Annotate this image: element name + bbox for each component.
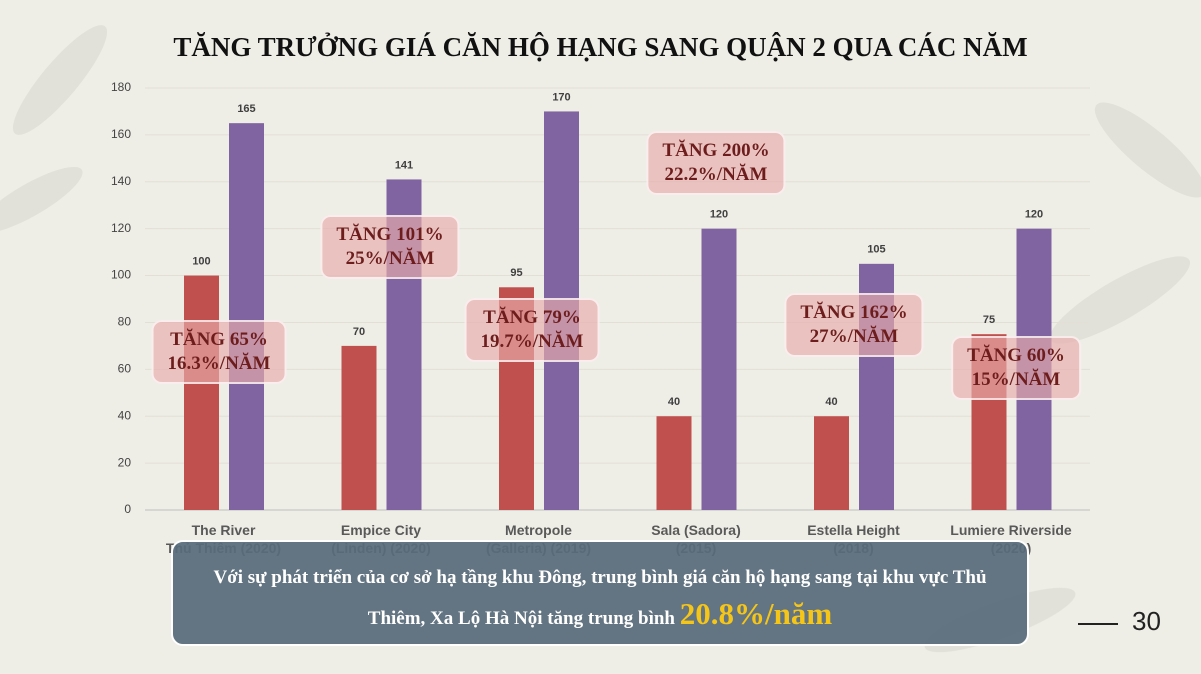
bar xyxy=(701,228,737,510)
annotation: TĂNG 65% 16.3%/NĂM xyxy=(151,320,287,384)
summary-highlight: 20.8%/năm xyxy=(679,596,833,631)
value-label: 170 xyxy=(552,91,570,103)
y-tick-label: 180 xyxy=(111,80,131,94)
y-tick-label: 0 xyxy=(124,502,131,516)
value-label: 100 xyxy=(192,255,210,267)
y-tick-label: 40 xyxy=(118,408,132,422)
bar xyxy=(814,416,849,510)
y-tick-label: 160 xyxy=(111,127,131,141)
chart-title: TĂNG TRƯỞNG GIÁ CĂN HỘ HẠNG SANG QUẬN 2 … xyxy=(173,32,1028,62)
summary-box: Với sự phát triển của cơ sở hạ tầng khu … xyxy=(171,540,1029,646)
bar xyxy=(656,416,692,510)
annotation: TĂNG 79% 19.7%/NĂM xyxy=(464,298,600,362)
value-label: 40 xyxy=(825,396,837,408)
bar xyxy=(229,123,264,511)
value-label: 141 xyxy=(395,159,413,171)
value-label: 75 xyxy=(983,314,995,326)
value-label: 165 xyxy=(237,103,255,115)
bar xyxy=(341,345,377,510)
value-label: 105 xyxy=(867,244,885,256)
y-tick-label: 60 xyxy=(118,362,132,376)
value-label: 70 xyxy=(353,326,365,338)
annotation: TĂNG 200% 22.2%/NĂM xyxy=(646,131,786,195)
value-label: 40 xyxy=(668,396,680,408)
y-tick-label: 140 xyxy=(111,174,131,188)
page-number: 30 xyxy=(1132,606,1161,636)
page-line xyxy=(1078,623,1118,625)
value-label: 95 xyxy=(510,267,522,279)
bar xyxy=(184,275,219,510)
y-tick-label: 20 xyxy=(118,455,132,469)
value-label: 120 xyxy=(1025,209,1043,221)
value-label: 120 xyxy=(710,209,728,221)
annotation: TĂNG 101% 25%/NĂM xyxy=(320,215,460,279)
annotation: TĂNG 162% 27%/NĂM xyxy=(784,293,924,357)
summary-text: Với sự phát triển của cơ sở hạ tầng khu … xyxy=(213,567,987,629)
y-tick-label: 80 xyxy=(118,315,132,329)
y-tick-label: 100 xyxy=(111,268,131,282)
y-tick-label: 120 xyxy=(111,221,131,235)
annotation: TĂNG 60% 15%/NĂM xyxy=(951,336,1081,400)
